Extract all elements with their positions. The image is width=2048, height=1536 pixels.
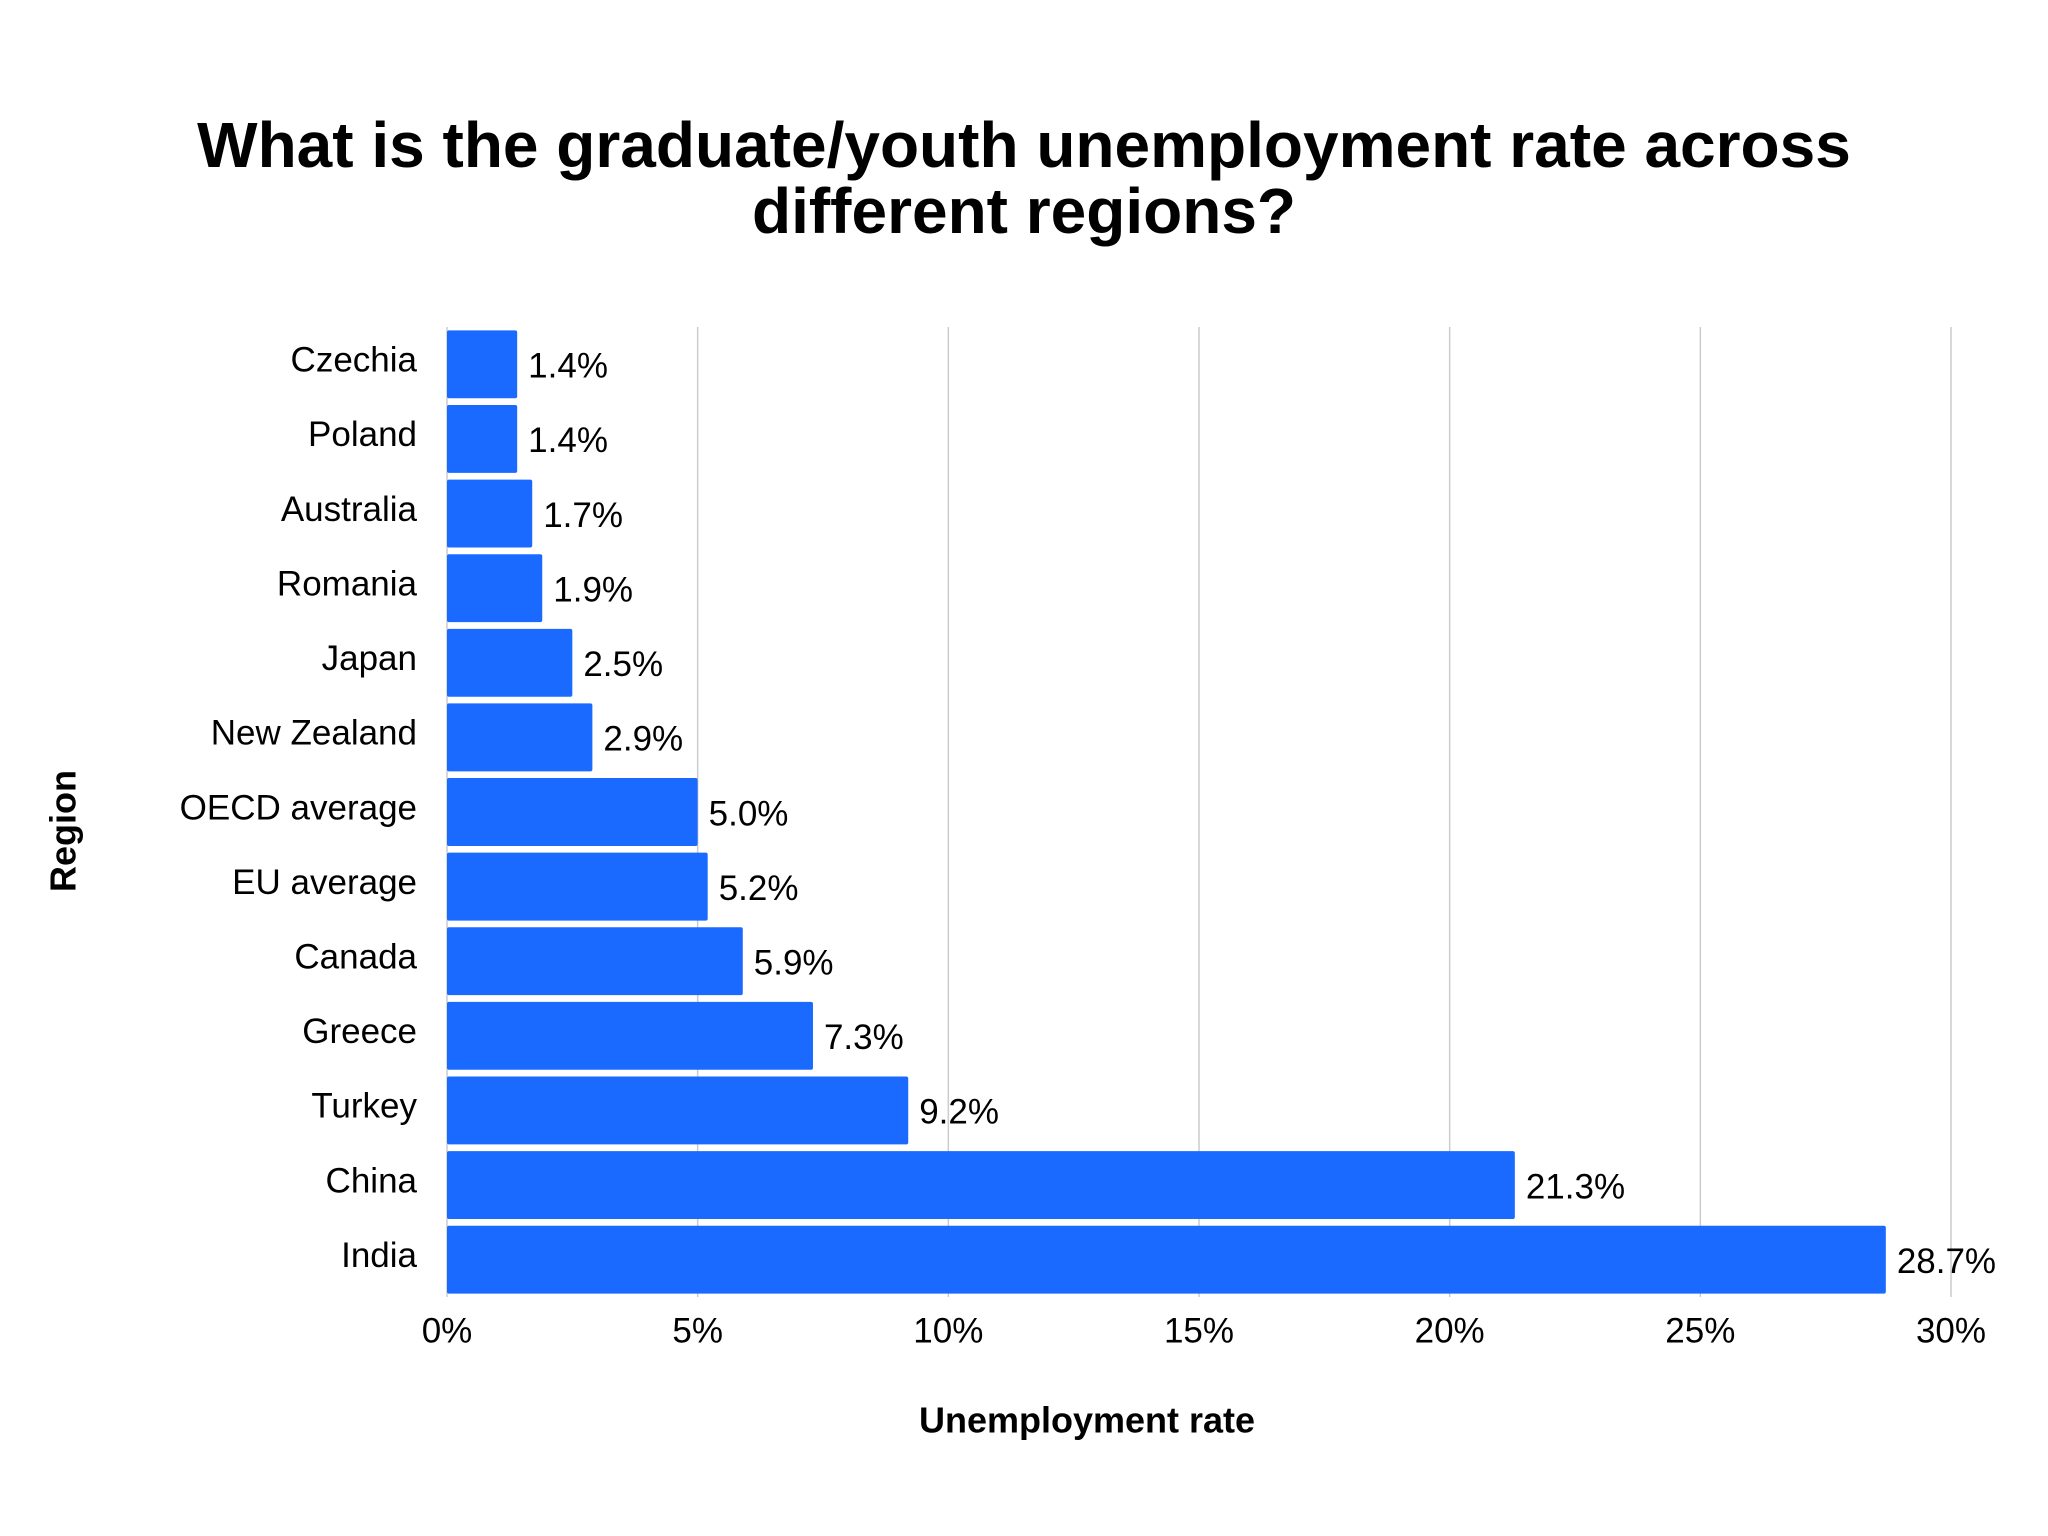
value-label: 7.3% (824, 1018, 904, 1057)
y-tick-label: New Zealand (211, 714, 417, 753)
value-label: 21.3% (1526, 1167, 1625, 1206)
value-label: 5.9% (754, 943, 834, 982)
x-tick-label: 30% (1916, 1311, 1986, 1350)
x-tick-label: 0% (422, 1311, 473, 1350)
bar (447, 1225, 1886, 1294)
bar (447, 554, 543, 623)
y-tick-label: Turkey (311, 1087, 417, 1126)
y-tick-label: China (326, 1161, 418, 1200)
bar (447, 1076, 909, 1145)
y-tick-label: Czechia (291, 341, 418, 380)
value-label: 1.4% (528, 347, 608, 386)
y-tick-label: India (341, 1236, 417, 1275)
x-tick-label: 10% (913, 1311, 983, 1350)
value-label: 1.7% (543, 496, 623, 535)
bar (447, 1001, 813, 1070)
bar (447, 852, 708, 921)
x-tick-label: 5% (672, 1311, 723, 1350)
value-label: 2.5% (583, 645, 663, 684)
bar (447, 1151, 1515, 1220)
x-axis-title: Unemployment rate (919, 1400, 1255, 1441)
value-label: 5.2% (719, 869, 799, 908)
y-tick-label: Canada (294, 937, 417, 976)
bar (447, 330, 518, 399)
bar (447, 927, 743, 996)
value-label: 9.2% (919, 1093, 999, 1132)
y-tick-label: Poland (308, 415, 417, 454)
value-label: 2.9% (603, 720, 683, 759)
value-label: 5.0% (709, 794, 789, 833)
y-tick-label: Japan (322, 639, 417, 678)
value-label: 28.7% (1897, 1242, 1996, 1281)
y-tick-label: Romania (277, 564, 418, 603)
value-label: 1.4% (528, 421, 608, 460)
bar (447, 703, 593, 772)
y-tick-label: Australia (281, 490, 418, 529)
y-axis-title: Region (43, 770, 84, 892)
x-tick-label: 25% (1665, 1311, 1735, 1350)
x-tick-label: 15% (1164, 1311, 1234, 1350)
y-tick-label: OECD average (180, 788, 417, 827)
bar (447, 479, 533, 548)
bar (447, 628, 573, 697)
bar (447, 404, 518, 473)
x-tick-label: 20% (1415, 1311, 1485, 1350)
y-tick-label: EU average (232, 863, 417, 902)
chart-title: What is the graduate/youth unemployment … (197, 109, 1851, 247)
value-label: 1.9% (553, 570, 633, 609)
y-tick-label: Greece (302, 1012, 417, 1051)
bar (447, 778, 698, 846)
